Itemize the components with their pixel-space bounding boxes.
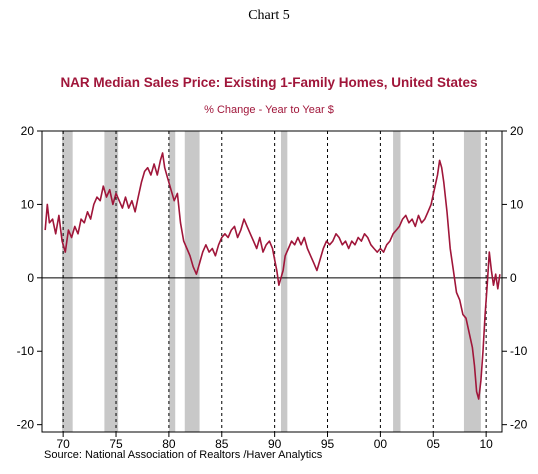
x-tick-label: 05: [427, 437, 441, 451]
y-tick-label-right: 0: [510, 271, 517, 285]
chart-source: Source: National Association of Realtors…: [44, 449, 323, 461]
x-tick-label: 80: [162, 437, 176, 451]
x-tick-label: 90: [268, 437, 282, 451]
x-tick-label: 75: [109, 437, 123, 451]
chart-title: NAR Median Sales Price: Existing 1-Famil…: [60, 75, 478, 90]
x-tick-label: 10: [479, 437, 493, 451]
x-tick-label: 70: [56, 437, 70, 451]
y-tick-label-left: 20: [21, 124, 35, 138]
y-tick-label-left: -10: [17, 344, 35, 358]
y-tick-label-right: 10: [510, 197, 524, 211]
recession-band: [62, 131, 73, 432]
x-tick-label: 95: [321, 437, 335, 451]
chart-subtitle: % Change - Year to Year $: [204, 104, 334, 116]
recession-band: [280, 131, 288, 432]
plot-frame: [41, 130, 503, 433]
y-tick-label-right: 20: [510, 124, 524, 138]
recession-band: [104, 131, 119, 432]
series-line: [44, 152, 501, 400]
y-tick-label-right: -10: [510, 344, 528, 358]
y-tick-label-left: -20: [17, 418, 35, 432]
chart-label: Chart 5: [248, 8, 290, 23]
y-tick-label-left: 0: [27, 271, 34, 285]
recession-band: [168, 131, 176, 432]
recession-band: [393, 131, 401, 432]
y-tick-label-left: 10: [21, 197, 35, 211]
x-tick-label: 00: [374, 437, 388, 451]
y-tick-label-right: -20: [510, 418, 528, 432]
x-tick-label: 85: [215, 437, 229, 451]
recession-band: [184, 131, 200, 432]
recession-band: [463, 131, 481, 432]
